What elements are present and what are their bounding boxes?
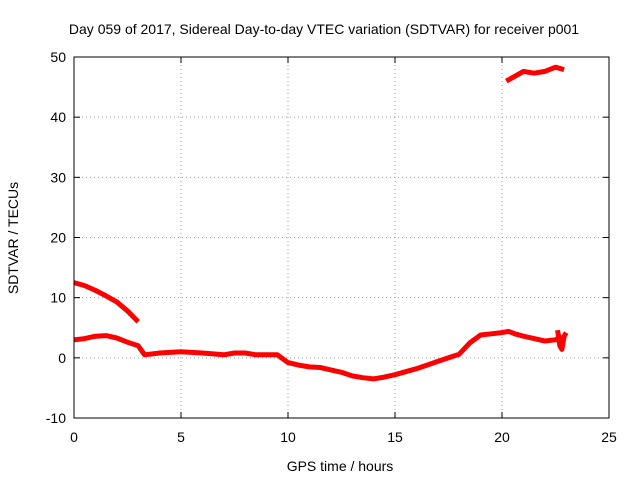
series-line-4 <box>555 329 569 352</box>
series-line-1 <box>73 328 564 382</box>
data-series <box>73 64 569 382</box>
y-tick-label: 30 <box>50 169 66 185</box>
y-tick-label: 0 <box>58 350 66 366</box>
x-tick-label: 5 <box>177 429 185 445</box>
y-tick-label: -10 <box>46 410 66 426</box>
x-tick-label: 0 <box>70 429 78 445</box>
series-line-3 <box>505 64 565 84</box>
x-tick-label: 25 <box>601 429 617 445</box>
y-tick-label: 50 <box>50 49 66 65</box>
grid <box>74 57 609 418</box>
y-tick-label: 40 <box>50 109 66 125</box>
chart-title: Day 059 of 2017, Sidereal Day-to-day VTE… <box>69 21 579 37</box>
x-tick-label: 20 <box>494 429 510 445</box>
x-axis-label: GPS time / hours <box>287 458 394 474</box>
x-tick-label: 10 <box>280 429 296 445</box>
plot-frame <box>73 56 610 419</box>
y-tick-label: 10 <box>50 290 66 306</box>
y-axis-label: SDTVAR / TECUs <box>5 182 21 294</box>
y-tick-label: 20 <box>50 230 66 246</box>
series-line-2 <box>73 280 140 324</box>
x-tick-label: 15 <box>387 429 403 445</box>
